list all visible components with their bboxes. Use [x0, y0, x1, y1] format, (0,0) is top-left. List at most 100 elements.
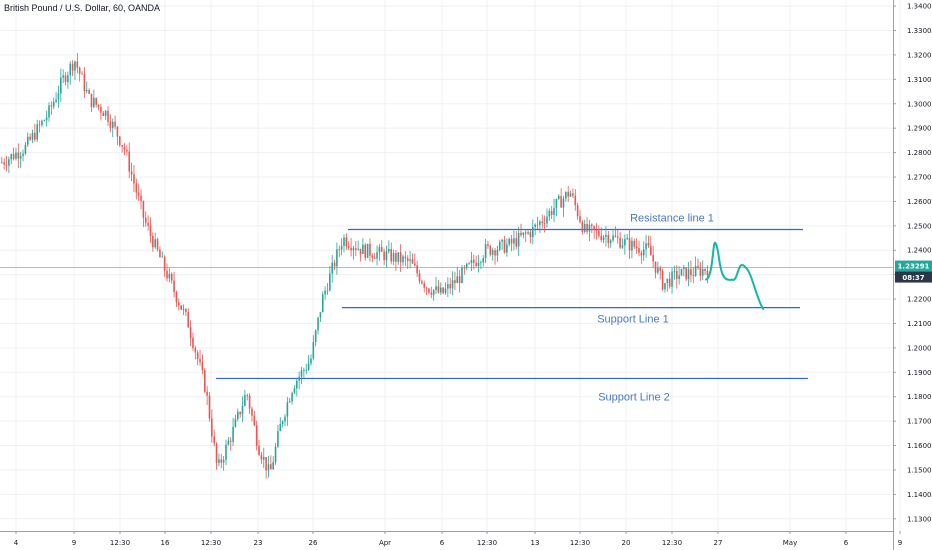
candle-body	[376, 252, 378, 259]
candle-body	[203, 370, 206, 392]
candle-body	[399, 252, 402, 263]
candle-body	[482, 258, 485, 263]
candle-body	[574, 195, 577, 206]
candle-body	[156, 239, 159, 250]
candle-body	[140, 195, 142, 202]
candle-body	[19, 156, 22, 159]
candle-body	[220, 459, 223, 463]
candle-body	[454, 280, 456, 284]
candle-body	[307, 363, 310, 370]
candle-body	[371, 255, 374, 258]
candle-body	[661, 270, 664, 290]
candle-body	[506, 244, 508, 253]
candle-body	[321, 294, 324, 313]
y-tick-label: 1.26000	[907, 198, 932, 206]
candle-body	[520, 232, 522, 236]
candle-body	[409, 259, 411, 261]
horizontal-lines: Resistance line 1 Support Line 1 Support L…	[216, 212, 808, 403]
candle-body	[619, 237, 621, 248]
y-tick-label: 1.29000	[907, 125, 932, 133]
candle-body	[491, 250, 494, 255]
candle-body	[588, 224, 591, 232]
candle-body	[456, 276, 459, 284]
line-label: Support Line 1	[597, 314, 669, 326]
candle-body	[24, 144, 27, 154]
candle-body	[668, 278, 671, 287]
candle-body	[175, 292, 178, 303]
candle-body	[435, 286, 437, 290]
candle-body	[314, 330, 317, 342]
candle-body	[279, 424, 282, 432]
candle-body	[343, 237, 345, 247]
candle-body	[206, 391, 208, 396]
candle-body	[163, 256, 166, 271]
y-tick-label: 1.25000	[907, 222, 932, 230]
candle-body	[12, 154, 15, 159]
candle-body	[293, 388, 296, 394]
candle-body	[685, 267, 687, 280]
candle-body	[510, 238, 513, 244]
candle-body	[251, 408, 253, 416]
candle-body	[609, 240, 612, 244]
candle-body	[248, 395, 251, 409]
candle-body	[524, 232, 527, 234]
chart-title: British Pound / U.S. Dollar, 60, OANDA	[4, 3, 161, 13]
candle-body	[378, 247, 381, 253]
candle-body	[475, 262, 477, 266]
candle-body	[255, 425, 258, 446]
candle-body	[178, 302, 180, 306]
candle-body	[31, 132, 34, 140]
candle-body	[496, 249, 499, 256]
y-tick-label: 1.24000	[907, 247, 932, 255]
candle-body	[130, 171, 133, 175]
time-axis: 4 9 12:30 16 12:30 23 26 Apr 6 12:30 13 12:30 20 12:3…	[0, 531, 902, 547]
candle-body	[675, 270, 678, 279]
candle-body	[166, 270, 168, 279]
candle-body	[22, 153, 24, 157]
candle-body	[97, 104, 100, 107]
candle-body	[267, 464, 270, 471]
candle-body	[182, 309, 185, 310]
candle-body	[369, 243, 371, 256]
candle-body	[557, 195, 560, 199]
candle-body	[366, 243, 369, 258]
candle-body	[432, 289, 435, 295]
candle-body	[447, 284, 449, 289]
candle-body	[673, 270, 676, 272]
candle-body	[48, 105, 50, 118]
x-tick-label: 16	[161, 539, 170, 547]
candle-body	[126, 149, 128, 152]
candle-body	[215, 443, 218, 463]
candle-body	[406, 258, 409, 261]
x-tick-label: 23	[254, 539, 263, 547]
candle-body	[591, 224, 593, 227]
candle-body	[404, 256, 407, 259]
candle-body	[149, 225, 152, 236]
candle-series	[1, 53, 709, 479]
price-badge-bg	[895, 260, 932, 272]
candle-body	[10, 154, 13, 160]
candle-body	[208, 395, 211, 419]
candle-body	[680, 269, 683, 276]
x-tick-label: 20	[622, 539, 631, 547]
candle-body	[621, 245, 624, 248]
candle-body	[449, 284, 451, 289]
projection-drawing	[705, 241, 765, 310]
candle-body	[8, 159, 10, 166]
candle-body	[161, 256, 164, 258]
candle-body	[541, 221, 544, 224]
candle-body	[527, 232, 529, 234]
candle-body	[29, 136, 31, 140]
candle-body	[265, 457, 267, 471]
candle-body	[642, 249, 645, 256]
candle-body	[262, 457, 265, 460]
candle-body	[345, 237, 348, 247]
candle-body	[477, 262, 480, 266]
candle-body	[288, 401, 291, 403]
candle-body	[260, 454, 263, 460]
candle-body	[326, 290, 329, 292]
candle-body	[300, 370, 303, 377]
candle-body	[239, 411, 241, 415]
